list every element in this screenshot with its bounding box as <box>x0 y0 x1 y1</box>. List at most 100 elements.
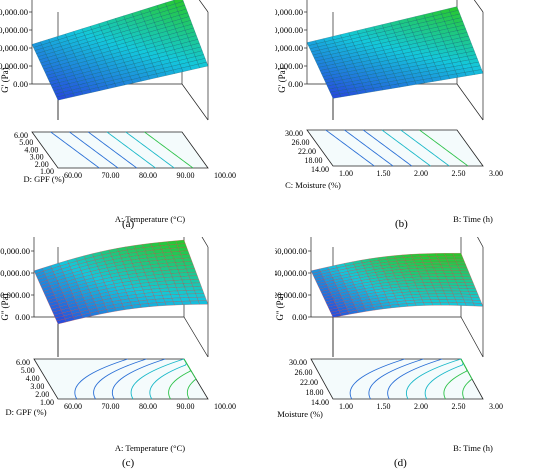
surface-plot-a: 600,000.00500,000.00400,000.00300,000.00… <box>0 0 236 224</box>
contour-line <box>405 358 462 400</box>
panel-label: (a) <box>122 218 135 230</box>
y-tick-label: 30.00 <box>289 358 307 367</box>
surface-cell <box>444 273 455 277</box>
x-tick-label: 70.00 <box>102 171 120 180</box>
z-tick-label: 100,000.00 <box>275 61 303 71</box>
surface-cell <box>432 264 443 269</box>
chart-panel-b: 600,000.00500,000.00400,000.00300,000.00… <box>275 0 550 237</box>
surface-cell <box>454 296 465 301</box>
surface-cell <box>189 300 200 305</box>
surface-cell <box>440 285 451 289</box>
z-axis-label: G'' (Pa) <box>275 294 285 321</box>
surface-cell <box>457 264 468 269</box>
surface-cell <box>188 297 199 302</box>
surface-cell <box>433 267 444 271</box>
surface-cell <box>451 290 462 295</box>
surface-cell <box>173 258 184 263</box>
surface-cell <box>412 256 422 261</box>
x-axis: 60.00 70.00 80.00 90.00 100.00 A: Temperature… <box>64 402 236 453</box>
surface-cell <box>414 282 425 286</box>
z-axis-label: G'' (Pa) <box>0 294 10 321</box>
y-tick-label: 4.00 <box>24 145 38 154</box>
z-tick-label: 40,000.00 <box>275 268 307 278</box>
surface-cell <box>412 276 423 281</box>
surface-cell <box>180 254 191 259</box>
x-tick-label: 2.00 <box>414 169 428 178</box>
surface-cell <box>436 293 447 297</box>
y-tick-label: 26.00 <box>295 368 313 377</box>
surface-cell <box>186 268 197 273</box>
surface-cell <box>442 287 453 292</box>
contour-lines <box>50 131 194 169</box>
surface-cell <box>455 279 466 283</box>
surface-cell <box>148 302 159 307</box>
surface-cell <box>426 290 437 295</box>
z-axis: 100,000.0080,000.0060,000.0040,000.0020,… <box>275 246 311 322</box>
surface-cell <box>416 268 427 272</box>
surface-cell <box>449 264 459 269</box>
surface-cell <box>433 287 444 292</box>
contour-floor <box>31 131 209 169</box>
surface-cell <box>448 282 458 286</box>
surface-cell <box>410 253 421 258</box>
surface-cell <box>169 269 180 274</box>
contour-line <box>362 129 413 167</box>
surface-cell <box>423 282 433 286</box>
surface-cell <box>445 276 456 280</box>
surface-cell <box>473 69 484 75</box>
z-axis: 600,000.00500,000.00400,000.00300,000.00… <box>0 7 32 93</box>
x-tick-label: 2.50 <box>452 169 466 178</box>
chart-panel-d: 100,000.0080,000.0060,000.0040,000.0020,… <box>275 237 550 474</box>
surface-cell <box>472 300 482 304</box>
surface-cell <box>470 297 481 301</box>
surface-mesh <box>33 239 209 325</box>
surface-cell <box>165 280 176 285</box>
y-axis-label: C: Moisture (%) <box>275 409 323 419</box>
surface-cell <box>463 299 474 304</box>
surface-cell <box>413 299 424 304</box>
surface-cell <box>420 256 431 260</box>
y-tick-label: 14.00 <box>311 398 329 407</box>
surface-cell <box>465 285 476 289</box>
surface-cell <box>456 302 467 306</box>
surface-cell <box>464 282 475 286</box>
surface-cell <box>467 288 478 292</box>
x-tick-label: 1.00 <box>339 169 353 178</box>
surface-cell <box>170 272 181 278</box>
surface-cell <box>452 293 463 298</box>
x-axis: 1.00 1.50 2.00 2.50 3.00 B: Time (h) <box>339 402 503 453</box>
surface-cell <box>406 302 417 307</box>
surface-cell <box>432 285 443 289</box>
contour-floor <box>306 129 484 167</box>
surface-cell <box>418 291 429 295</box>
surface-cell <box>446 258 457 263</box>
surface-cell <box>167 287 178 292</box>
surface-cell <box>454 258 465 263</box>
surface-cell <box>415 285 426 289</box>
x-tick-label: 1.00 <box>339 402 353 411</box>
surface-cell <box>168 265 179 271</box>
surface-cell <box>413 259 424 263</box>
z-tick-label: 60,000.00 <box>275 246 307 256</box>
x-tick-label: 80.00 <box>139 402 157 411</box>
surface-cell <box>473 302 484 307</box>
surface-cell <box>198 62 209 69</box>
y-tick-label: 30.00 <box>285 129 303 138</box>
surface-cell <box>414 302 425 307</box>
surface-cell <box>444 253 455 257</box>
surface-cell <box>163 276 174 282</box>
surface-cell <box>438 258 449 263</box>
surface-cell <box>185 290 196 295</box>
box-edge <box>198 0 209 13</box>
z-axis: 100,000.0080,000.0060,000.0040,000.0020,… <box>0 246 34 322</box>
x-tick-label: 60.00 <box>64 402 82 411</box>
z-tick-label: 400,000.00 <box>275 7 303 17</box>
surface-cell <box>420 276 431 280</box>
surface-cell <box>156 301 167 307</box>
box-edge <box>201 237 209 248</box>
contour-line <box>381 129 431 167</box>
surface-cell <box>413 279 424 284</box>
x-tick-label: 100.00 <box>214 402 236 411</box>
x-tick-label: 2.50 <box>452 402 466 411</box>
